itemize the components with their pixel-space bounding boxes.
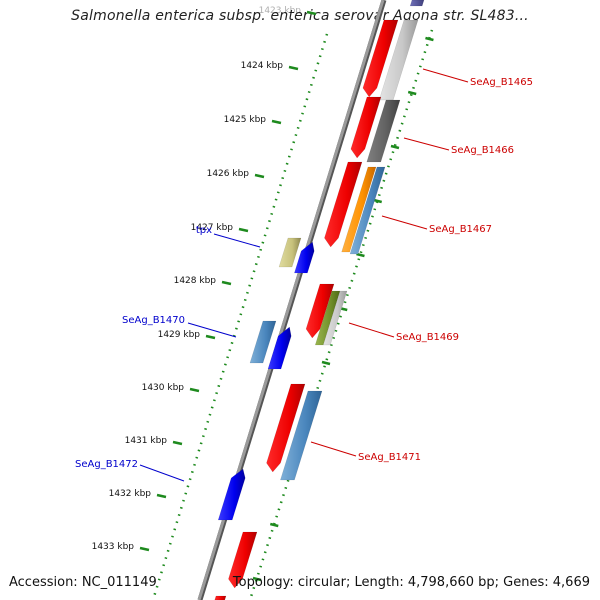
outer-tick xyxy=(356,252,365,258)
topology-summary: Topology: circular; Length: 4,798,660 bp… xyxy=(232,575,590,590)
tick-mark xyxy=(271,119,282,125)
tick-mark xyxy=(172,440,183,446)
outer-tick-marks xyxy=(252,36,434,582)
leader-line xyxy=(403,137,450,151)
leader-line xyxy=(348,322,395,338)
gene-label-seag_b1465[interactable]: SeAg_B1465 xyxy=(470,77,533,88)
gene-b1466-red[interactable] xyxy=(350,96,382,159)
gene-b1467-red[interactable] xyxy=(324,161,363,248)
gene-label-seag_b1471[interactable]: SeAg_B1471 xyxy=(358,452,421,463)
outer-tick xyxy=(425,36,434,42)
tick-mark xyxy=(205,334,216,340)
outer-tick xyxy=(252,576,262,582)
gene-tpx-blue[interactable] xyxy=(294,241,315,274)
leader-line xyxy=(139,464,185,482)
tick-label: 1429 kbp xyxy=(158,330,201,340)
tick-label: 1427 kbp xyxy=(191,223,234,233)
gene-b1471-red[interactable] xyxy=(266,383,306,473)
outer-tick xyxy=(269,522,279,528)
accession-text: Accession: NC_011149 xyxy=(9,575,157,590)
gene-label-seag_b1467[interactable]: SeAg_B1467 xyxy=(429,224,492,235)
tick-label: 1432 kbp xyxy=(109,489,152,499)
gene-labels: SeAg_B1465 SeAg_B1466 SeAg_B1467 SeAg_B1469… xyxy=(75,68,533,482)
tick-label: 1430 kbp xyxy=(142,383,185,393)
outer-tick xyxy=(390,144,400,150)
tick-mark xyxy=(254,173,265,179)
leader-line xyxy=(213,233,261,248)
gene-features xyxy=(214,0,425,600)
gene-top-navy[interactable] xyxy=(409,0,425,7)
tick-label: 1426 kbp xyxy=(207,169,250,179)
gene-label-seag_b1466[interactable]: SeAg_B1466 xyxy=(451,145,514,156)
gene-tpx-khaki[interactable] xyxy=(278,237,302,268)
gene-b1469-lightgray[interactable] xyxy=(322,290,348,346)
position-ticks: 1423 kbp 1424 kbp 1425 kbp 1426 kbp 1427 kbp… xyxy=(92,6,317,552)
gene-label-seag_b1472[interactable]: SeAg_B1472 xyxy=(75,459,138,470)
gene-label-seag_b1470[interactable]: SeAg_B1470 xyxy=(122,315,185,326)
tick-label: 1423 kbp xyxy=(259,6,302,16)
tick-label: 1424 kbp xyxy=(241,61,284,71)
gene-b1469-red[interactable] xyxy=(305,283,335,339)
tick-label: 1425 kbp xyxy=(224,115,267,125)
outer-tick xyxy=(321,360,331,366)
tick-mark xyxy=(189,387,200,393)
tick-label: 1433 kbp xyxy=(92,542,135,552)
tick-mark xyxy=(306,10,317,16)
leader-line xyxy=(187,322,237,338)
tick-label: 1428 kbp xyxy=(174,276,217,286)
leader-line xyxy=(422,68,469,83)
gene-b1472-blue[interactable] xyxy=(217,468,246,521)
gene-bottom-red-1[interactable] xyxy=(228,531,258,589)
tick-label: 1431 kbp xyxy=(125,436,168,446)
tick-mark xyxy=(139,546,150,552)
leader-line xyxy=(310,441,357,457)
tick-mark xyxy=(221,280,232,286)
outer-dotted-track xyxy=(248,29,434,600)
gene-label-tpx[interactable]: tpx xyxy=(196,225,212,236)
gene-bottom-red-2[interactable] xyxy=(214,595,227,600)
tick-mark xyxy=(238,227,249,233)
tick-mark xyxy=(288,65,299,71)
gene-b1470-blue[interactable] xyxy=(267,326,292,370)
tick-mark xyxy=(156,493,167,499)
inner-dotted-track xyxy=(151,33,329,600)
gene-b1467-orange[interactable] xyxy=(341,166,377,253)
gene-b1471-steel[interactable] xyxy=(280,390,323,481)
leader-line xyxy=(381,215,428,230)
gene-label-seag_b1469[interactable]: SeAg_B1469 xyxy=(396,332,459,343)
gene-b1465-red[interactable] xyxy=(362,19,399,98)
outer-tick xyxy=(407,90,417,96)
gene-b1466-darkgray[interactable] xyxy=(366,99,401,163)
gene-b1467-steel[interactable] xyxy=(349,166,386,255)
gene-b1470-steel[interactable] xyxy=(249,320,277,364)
outer-tick xyxy=(373,198,383,204)
